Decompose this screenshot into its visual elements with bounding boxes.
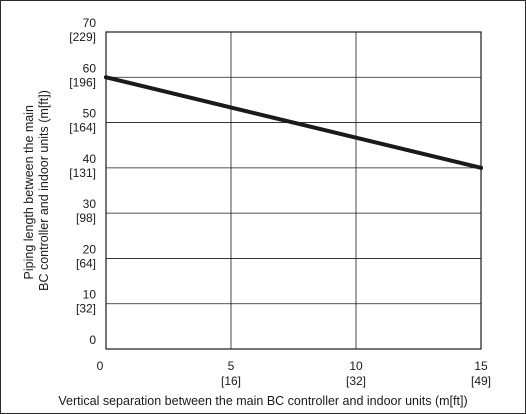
plot-border: [105, 31, 482, 350]
y-tick-label: 20: [83, 242, 97, 256]
x-tick-label: 15: [474, 359, 488, 373]
y-tick-label: 0: [89, 333, 96, 347]
data-point: [479, 165, 483, 170]
x-axis-ticks: 0 5[16] 10[32] 15[49]: [97, 359, 491, 388]
series-layer: [104, 75, 483, 170]
x-tick-sublabel: [32]: [346, 374, 366, 388]
y-tick-label: 10: [83, 288, 97, 302]
y-tick-sublabel: [98]: [76, 211, 96, 225]
y-tick-label: 50: [83, 107, 97, 121]
y-axis-title-line-2: BC controller and indoor units (m[ft]): [37, 90, 51, 291]
y-tick-label: 60: [83, 61, 97, 75]
x-tick-label: 5: [228, 359, 235, 373]
x-tick-label: 0: [97, 359, 104, 373]
x-axis-title: Vertical separation between the main BC …: [58, 394, 467, 408]
y-tick-sublabel: [131]: [69, 166, 96, 180]
y-tick-sublabel: [64]: [76, 256, 96, 270]
y-axis-title: Piping length between the main BC contro…: [22, 90, 51, 291]
y-tick-sublabel: [196]: [69, 75, 96, 89]
series-line: [104, 75, 483, 170]
x-tick-sublabel: [49]: [471, 374, 491, 388]
x-tick-sublabel: [16]: [221, 374, 241, 388]
y-tick-label: 70: [83, 16, 97, 30]
y-tick-label: 30: [83, 197, 97, 211]
y-tick-sublabel: [164]: [69, 121, 96, 135]
y-axis-title-line-1: Piping length between the main: [22, 105, 36, 279]
y-tick-sublabel: [32]: [76, 302, 96, 316]
plot-area: [106, 32, 481, 349]
x-tick-label: 10: [349, 359, 363, 373]
data-point: [104, 75, 108, 80]
y-tick-label: 40: [83, 152, 97, 166]
y-axis-ticks: 0 10[32] 20[64] 30[98] 40[131] 50[164] 60[196]…: [69, 16, 96, 347]
y-tick-sublabel: [229]: [69, 30, 96, 44]
